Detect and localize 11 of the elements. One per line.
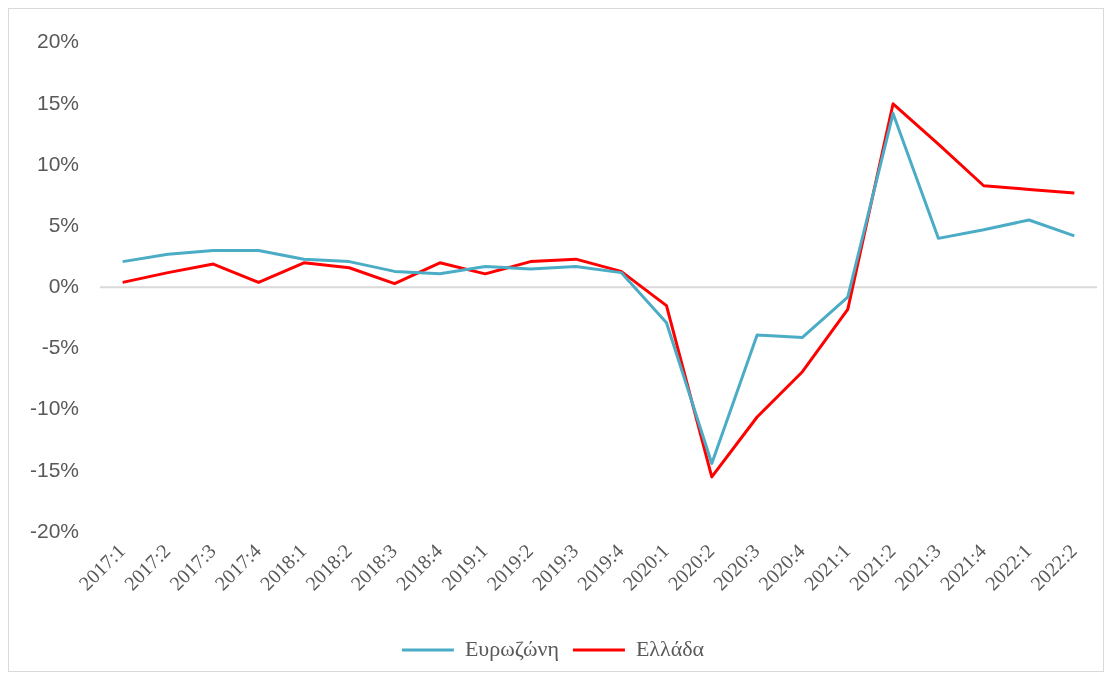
y-tick-label: 20%	[36, 29, 79, 53]
y-tick-label: 15%	[36, 90, 79, 114]
y-tick-label: 5%	[48, 212, 79, 236]
y-tick-label: -15%	[29, 457, 79, 481]
legend-label: Ευρωζώνη	[464, 635, 559, 661]
y-tick-label: 0%	[48, 274, 79, 298]
y-tick-label: -5%	[41, 335, 79, 359]
y-tick-label: -20%	[29, 518, 79, 542]
y-tick-label: -10%	[29, 396, 79, 420]
legend-label: Ελλάδα	[635, 635, 705, 661]
y-tick-label: 10%	[36, 151, 79, 175]
